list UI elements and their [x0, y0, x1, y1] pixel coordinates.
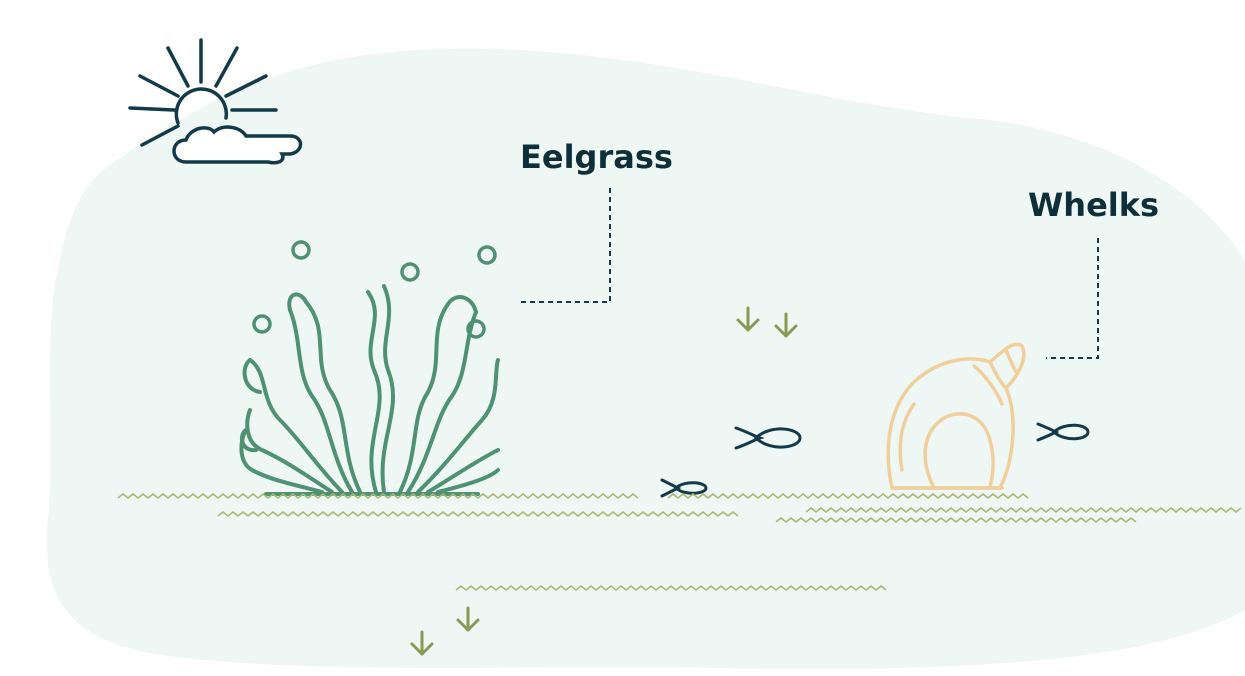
down-arrow-icon: [410, 630, 434, 656]
whelks-label: Whelks: [1028, 186, 1159, 224]
eelgrass-label: Eelgrass: [520, 138, 673, 176]
fish-icon: [1036, 422, 1090, 442]
fish-icon: [734, 426, 802, 450]
down-arrow-icon: [774, 312, 798, 338]
sand-wave-line: [217, 510, 739, 518]
sand-wave-lines: [117, 492, 1242, 592]
sand-wave-line: [805, 506, 1242, 514]
fish-icon: [660, 478, 708, 498]
eelgrass-icon: [239, 284, 500, 496]
whelk-shell-icon: [886, 342, 1026, 490]
sun-cloud-icon: [128, 38, 303, 165]
sand-wave-line: [775, 516, 1137, 524]
bubbles: [252, 240, 497, 339]
sand-wave-line: [667, 492, 1029, 500]
down-arrow-icon: [456, 606, 480, 632]
eelgrass-leader-line: [518, 188, 611, 303]
sand-wave-line: [117, 492, 639, 500]
sand-wave-line: [455, 584, 887, 592]
down-arrow-icon: [736, 306, 760, 332]
whelks-leader-line: [1046, 238, 1099, 359]
